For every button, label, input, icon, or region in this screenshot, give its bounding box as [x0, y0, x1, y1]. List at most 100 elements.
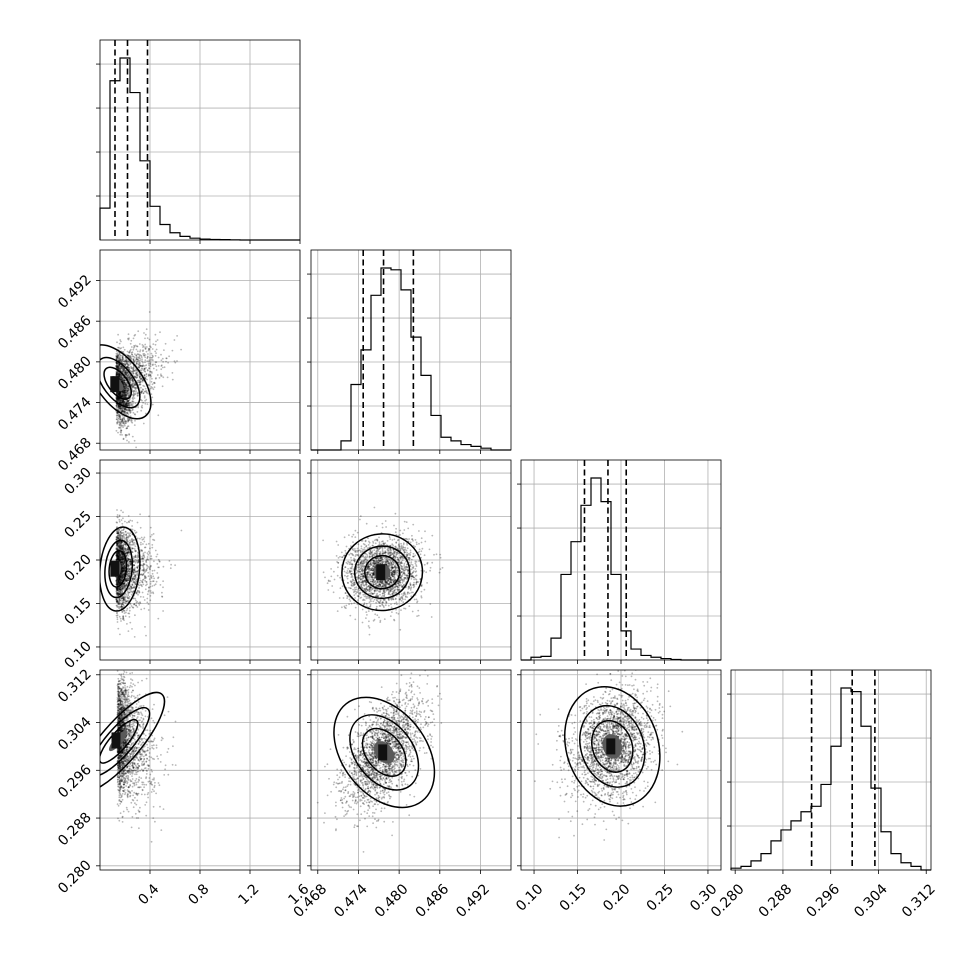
sample-point — [140, 549, 143, 551]
sample-point — [166, 376, 169, 379]
sample-point — [367, 610, 370, 612]
sample-point — [119, 558, 121, 560]
sample-point — [420, 541, 423, 544]
sample-point — [115, 579, 118, 581]
sample-point — [120, 347, 123, 349]
sample-point — [121, 400, 124, 403]
sample-point — [127, 596, 130, 599]
sample-point — [149, 361, 152, 363]
sample-point — [124, 363, 127, 366]
sample-point — [126, 554, 129, 556]
sample-point — [165, 357, 168, 360]
sample-point — [124, 372, 127, 374]
sample-point — [123, 556, 125, 559]
sample-point — [134, 419, 136, 422]
sample-point — [376, 581, 379, 584]
sample-point — [126, 354, 129, 357]
sample-point — [134, 386, 136, 389]
sample-point — [137, 359, 140, 361]
sample-point — [144, 354, 147, 356]
sample-point — [118, 578, 121, 581]
sample-point — [119, 375, 122, 377]
sample-point — [130, 420, 133, 423]
sample-point — [389, 547, 392, 550]
sample-point — [145, 584, 147, 587]
sample-point — [140, 369, 143, 372]
sample-point — [116, 553, 118, 556]
sample-point — [119, 407, 122, 410]
sample-point — [117, 583, 119, 586]
sample-point — [170, 563, 173, 566]
sample-point — [149, 535, 152, 538]
sample-point — [120, 560, 123, 562]
sample-point — [120, 394, 122, 396]
sample-point — [127, 520, 130, 523]
sample-point — [125, 371, 127, 374]
sample-point — [133, 344, 136, 347]
sample-point — [119, 373, 122, 376]
sample-point — [119, 575, 122, 578]
sample-point — [127, 366, 129, 368]
sample-point — [127, 402, 130, 405]
sample-point — [404, 551, 406, 554]
sample-point — [127, 388, 130, 390]
sample-point — [122, 377, 125, 379]
sample-point — [119, 534, 122, 536]
sample-point — [119, 574, 121, 577]
sample-point — [139, 381, 142, 384]
sample-point — [127, 402, 130, 404]
sample-point — [128, 351, 131, 354]
sample-point — [118, 602, 120, 605]
sample-point — [139, 601, 141, 604]
sample-point — [140, 541, 142, 544]
sample-point — [127, 558, 130, 561]
sample-point — [122, 382, 125, 385]
sample-point — [140, 390, 143, 393]
sample-point — [127, 564, 130, 567]
sample-point — [118, 399, 121, 402]
sample-point — [121, 401, 124, 403]
sample-point — [125, 387, 128, 389]
sample-point — [122, 569, 124, 572]
sample-point — [117, 354, 119, 357]
sample-point — [158, 560, 161, 562]
sample-point — [125, 585, 128, 587]
sample-point — [118, 546, 121, 549]
sample-point — [157, 617, 160, 620]
sample-point — [122, 548, 124, 550]
sample-point — [116, 398, 119, 401]
sample-point — [122, 544, 125, 547]
sample-point — [121, 567, 124, 570]
sample-point — [122, 573, 124, 576]
sample-point — [151, 396, 154, 399]
sample-point — [118, 364, 121, 367]
sample-point — [126, 548, 129, 551]
sample-point — [129, 381, 132, 384]
sample-point — [117, 556, 120, 559]
sample-point — [123, 599, 125, 601]
sample-point — [118, 587, 121, 590]
sample-point — [119, 572, 122, 575]
sample-point — [121, 368, 124, 371]
sample-point — [124, 402, 127, 405]
sample-point — [115, 538, 118, 541]
sample-point — [121, 546, 124, 549]
sample-point — [129, 558, 132, 561]
sample-point — [363, 579, 366, 582]
sample-point — [125, 404, 128, 407]
sample-point — [171, 349, 174, 352]
sample-point — [127, 388, 130, 390]
sample-point — [121, 585, 123, 588]
sample-point — [122, 554, 124, 557]
sample-point — [125, 600, 128, 602]
sample-point — [121, 359, 124, 361]
sample-point — [384, 591, 386, 594]
sample-point — [121, 534, 123, 537]
sample-point — [132, 398, 135, 400]
sample-point — [115, 406, 118, 408]
sample-point — [118, 557, 120, 560]
sample-point — [116, 362, 118, 365]
sample-point — [393, 589, 396, 592]
sample-point — [408, 587, 411, 589]
sample-point — [116, 582, 118, 585]
